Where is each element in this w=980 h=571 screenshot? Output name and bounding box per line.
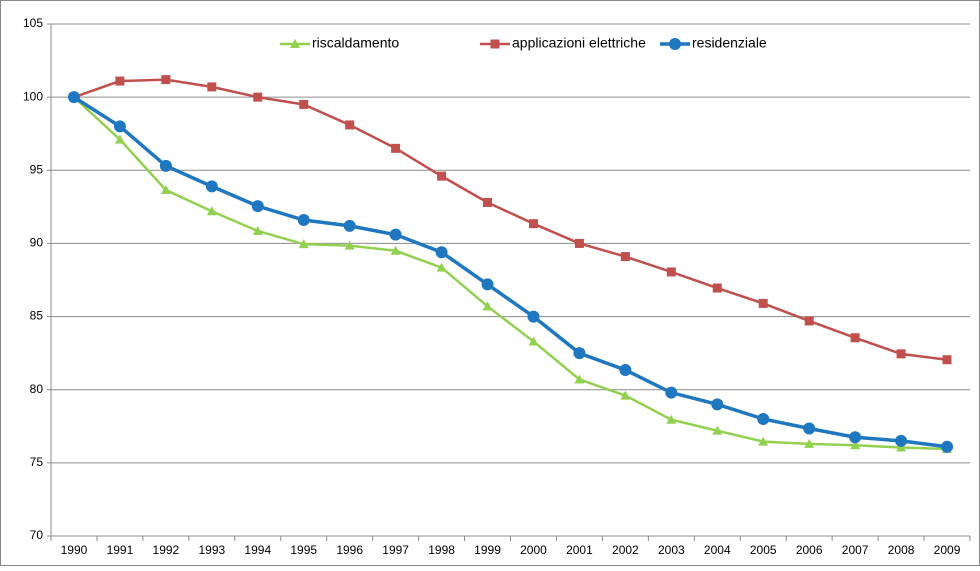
marker xyxy=(436,262,447,272)
marker xyxy=(669,38,681,50)
x-tick-label: 1992 xyxy=(153,543,180,557)
marker xyxy=(290,39,300,48)
x-tick-label: 1999 xyxy=(474,543,501,557)
marker xyxy=(896,349,906,359)
marker xyxy=(666,414,677,424)
marker xyxy=(573,347,586,360)
marker xyxy=(758,436,769,446)
marker xyxy=(941,440,954,453)
marker xyxy=(297,214,310,227)
x-tick-label: 2003 xyxy=(658,543,685,557)
legend-label: applicazioni elettriche xyxy=(512,35,646,51)
marker xyxy=(528,336,539,346)
x-tick-label: 1990 xyxy=(61,543,88,557)
marker xyxy=(850,333,860,343)
marker xyxy=(482,301,493,311)
marker xyxy=(803,422,816,435)
marker xyxy=(942,355,952,365)
x-tick-label: 2000 xyxy=(520,543,547,557)
marker xyxy=(483,197,493,207)
marker xyxy=(711,398,724,411)
marker xyxy=(620,252,630,262)
marker xyxy=(299,99,309,109)
y-tick-label: 90 xyxy=(30,236,44,250)
marker xyxy=(251,200,264,213)
marker xyxy=(437,171,447,181)
x-tick-label: 2007 xyxy=(842,543,869,557)
marker xyxy=(712,425,723,435)
marker xyxy=(527,310,540,323)
marker xyxy=(115,76,125,86)
marker xyxy=(528,219,538,229)
marker xyxy=(343,219,356,232)
marker xyxy=(620,390,631,400)
marker xyxy=(390,245,401,255)
marker xyxy=(159,159,172,172)
marker xyxy=(207,82,217,92)
marker xyxy=(850,440,861,450)
x-tick-label: 2006 xyxy=(796,543,823,557)
x-tick-label: 2005 xyxy=(750,543,777,557)
marker xyxy=(712,283,722,293)
series-line xyxy=(73,95,948,449)
marker xyxy=(666,267,676,277)
marker xyxy=(895,434,908,447)
legend: riscaldamento applicazioni elettriche resi… xyxy=(280,35,767,51)
marker xyxy=(574,374,585,384)
y-tick-label: 105 xyxy=(23,16,43,30)
y-tick-label: 85 xyxy=(30,309,44,323)
x-tick-label: 1998 xyxy=(428,543,455,557)
marker xyxy=(344,240,355,250)
x-tick-label: 2008 xyxy=(888,543,915,557)
legend-label: residenziale xyxy=(692,35,767,51)
x-tick-label: 1997 xyxy=(382,543,409,557)
marker xyxy=(205,180,218,193)
marker xyxy=(253,92,263,102)
marker xyxy=(896,442,907,452)
y-tick-label: 75 xyxy=(30,455,44,469)
x-tick-label: 1996 xyxy=(336,543,363,557)
x-tick-label: 1991 xyxy=(107,543,134,557)
marker xyxy=(481,278,494,291)
marker xyxy=(391,143,401,153)
x-tick-label: 2002 xyxy=(612,543,639,557)
x-tick-label: 2009 xyxy=(934,543,961,557)
marker xyxy=(804,438,815,448)
marker xyxy=(574,238,584,248)
marker xyxy=(252,225,263,235)
y-tick-label: 100 xyxy=(23,89,43,103)
series-line xyxy=(73,96,948,451)
marker xyxy=(298,239,309,249)
marker xyxy=(113,120,126,133)
marker xyxy=(849,431,862,444)
marker xyxy=(619,363,632,376)
marker xyxy=(161,75,171,85)
marker xyxy=(160,185,171,195)
series-line xyxy=(73,78,948,361)
x-tick-label: 1994 xyxy=(244,543,271,557)
marker xyxy=(435,246,448,259)
marker xyxy=(758,298,768,308)
y-tick-label: 80 xyxy=(30,382,44,396)
marker xyxy=(389,228,402,241)
x-tick-label: 2004 xyxy=(704,543,731,557)
marker xyxy=(206,206,217,216)
legend-label: riscaldamento xyxy=(312,35,399,51)
marker xyxy=(804,316,814,326)
y-tick-label: 95 xyxy=(30,162,44,176)
marker xyxy=(114,134,125,144)
x-tick-label: 1995 xyxy=(290,543,317,557)
marker xyxy=(665,386,678,399)
marker xyxy=(490,39,500,49)
marker xyxy=(67,91,80,104)
x-tick-label: 1993 xyxy=(198,543,225,557)
marker xyxy=(757,412,770,425)
y-tick-label: 70 xyxy=(30,528,44,542)
x-tick-label: 2001 xyxy=(566,543,593,557)
marker xyxy=(345,120,355,130)
